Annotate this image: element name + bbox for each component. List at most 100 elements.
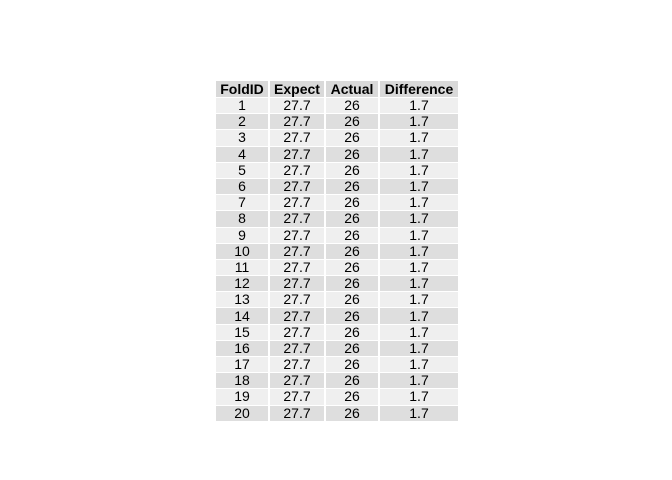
results-table: FoldID Expect Actual Difference 1 27.7 26 1… [216,81,458,421]
cell-foldid: 17 [216,356,270,373]
cell-foldid: 9 [216,226,270,243]
table-row: 1 27.7 26 1.7 [216,97,458,114]
cell-actual: 26 [326,242,380,259]
table-row: 8 27.7 26 1.7 [216,210,458,227]
cell-difference: 1.7 [380,97,458,114]
cell-expect: 27.7 [270,388,326,405]
header-row: FoldID Expect Actual Difference [216,81,458,97]
cell-actual: 26 [326,145,380,162]
table-row: 17 27.7 26 1.7 [216,356,458,373]
cell-expect: 27.7 [270,339,326,356]
cell-difference: 1.7 [380,129,458,146]
cell-foldid: 11 [216,258,270,276]
cell-difference: 1.7 [380,161,458,178]
column-header-expect: Expect [270,81,326,97]
cell-foldid: 2 [216,113,270,130]
table-row: 16 27.7 26 1.7 [216,339,458,356]
cell-actual: 26 [326,161,380,178]
cell-actual: 26 [326,291,380,308]
cell-actual: 26 [326,307,380,324]
cell-foldid: 10 [216,242,270,259]
table-row: 10 27.7 26 1.7 [216,242,458,259]
cell-foldid: 1 [216,97,270,114]
cell-expect: 27.7 [270,242,326,259]
table-body: 1 27.7 26 1.7 2 27.7 26 1.7 3 27.7 26 1.7 4 27.7 26 1.7… [216,97,458,421]
results-table-container: FoldID Expect Actual Difference 1 27.7 26 1… [216,81,458,421]
column-header-actual: Actual [326,81,380,97]
cell-foldid: 6 [216,177,270,195]
cell-actual: 26 [326,339,380,356]
cell-expect: 27.7 [270,97,326,114]
cell-expect: 27.7 [270,177,326,195]
table-row: 9 27.7 26 1.7 [216,226,458,243]
cell-expect: 27.7 [270,145,326,162]
cell-expect: 27.7 [270,404,326,421]
cell-difference: 1.7 [380,388,458,405]
cell-expect: 27.7 [270,161,326,178]
cell-difference: 1.7 [380,291,458,308]
table-row: 5 27.7 26 1.7 [216,161,458,178]
table-row: 7 27.7 26 1.7 [216,194,458,211]
cell-foldid: 7 [216,194,270,211]
cell-expect: 27.7 [270,372,326,389]
cell-foldid: 16 [216,339,270,356]
cell-actual: 26 [326,404,380,421]
table-row: 14 27.7 26 1.7 [216,307,458,324]
table-row: 3 27.7 26 1.7 [216,129,458,146]
cell-foldid: 18 [216,372,270,389]
cell-foldid: 4 [216,145,270,162]
cell-expect: 27.7 [270,226,326,243]
cell-actual: 26 [326,226,380,243]
cell-actual: 26 [326,372,380,389]
cell-actual: 26 [326,177,380,195]
cell-difference: 1.7 [380,210,458,227]
table-row: 19 27.7 26 1.7 [216,388,458,405]
table-row: 18 27.7 26 1.7 [216,372,458,389]
cell-difference: 1.7 [380,404,458,421]
cell-expect: 27.7 [270,323,326,340]
cell-expect: 27.7 [270,113,326,130]
cell-actual: 26 [326,323,380,340]
cell-difference: 1.7 [380,113,458,130]
column-header-foldid: FoldID [216,81,270,97]
cell-actual: 26 [326,388,380,405]
cell-expect: 27.7 [270,129,326,146]
table-row: 12 27.7 26 1.7 [216,275,458,292]
table-row: 4 27.7 26 1.7 [216,145,458,162]
cell-difference: 1.7 [380,226,458,243]
column-header-difference: Difference [380,81,458,97]
cell-expect: 27.7 [270,194,326,211]
cell-foldid: 20 [216,404,270,421]
cell-actual: 26 [326,129,380,146]
cell-expect: 27.7 [270,356,326,373]
table-row: 6 27.7 26 1.7 [216,177,458,195]
cell-actual: 26 [326,258,380,276]
cell-difference: 1.7 [380,242,458,259]
cell-expect: 27.7 [270,275,326,292]
cell-foldid: 15 [216,323,270,340]
cell-expect: 27.7 [270,291,326,308]
cell-difference: 1.7 [380,258,458,276]
table-row: 15 27.7 26 1.7 [216,323,458,340]
table-row: 2 27.7 26 1.7 [216,113,458,130]
cell-difference: 1.7 [380,177,458,195]
table-row: 13 27.7 26 1.7 [216,291,458,308]
cell-foldid: 19 [216,388,270,405]
cell-actual: 26 [326,356,380,373]
cell-foldid: 3 [216,129,270,146]
cell-difference: 1.7 [380,275,458,292]
cell-difference: 1.7 [380,372,458,389]
cell-expect: 27.7 [270,307,326,324]
table-header: FoldID Expect Actual Difference [216,81,458,97]
cell-difference: 1.7 [380,145,458,162]
cell-difference: 1.7 [380,323,458,340]
cell-difference: 1.7 [380,339,458,356]
table-row: 20 27.7 26 1.7 [216,404,458,421]
cell-actual: 26 [326,97,380,114]
cell-actual: 26 [326,194,380,211]
table-row: 11 27.7 26 1.7 [216,258,458,276]
cell-expect: 27.7 [270,258,326,276]
cell-actual: 26 [326,275,380,292]
cell-difference: 1.7 [380,307,458,324]
cell-foldid: 5 [216,161,270,178]
